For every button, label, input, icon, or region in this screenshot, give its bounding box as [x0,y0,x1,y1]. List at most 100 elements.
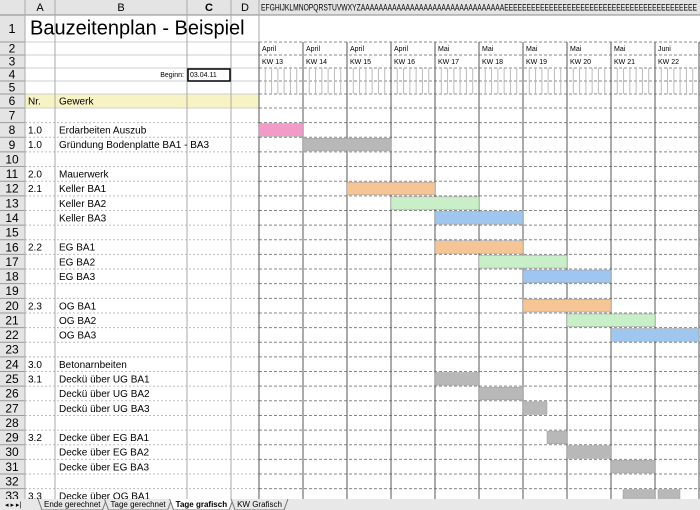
sheet-tab-label[interactable]: KW Grafisch [237,500,282,509]
column-header: A [36,2,44,14]
month-label: April [262,46,276,53]
column-header: C [205,2,213,14]
task-number: 2.2 [28,243,42,254]
gantt-bar [434,240,524,254]
row-number: 4 [9,68,16,82]
title: Bauzeitenplan - Beispiel [30,17,245,39]
month-label: April [306,46,320,53]
start-label: Beginn: [160,72,184,79]
sheet-tab[interactable]: Tage grafisch [169,498,234,510]
sheet-tab-label[interactable]: Ende gerechnet [44,500,101,509]
gantt-bar [522,401,548,415]
task-number: 3.2 [28,433,42,444]
month-label: Mai [614,46,626,53]
row-number: 20 [5,299,19,313]
column-letters: EFGHIJKLMNOPQRSTUVWXYZAAAAAAAAAAAAAAAAAA… [261,2,697,12]
header-fill [25,94,259,108]
row-number: 9 [9,138,16,152]
task-name: Gründung Bodenplatte BA1 - BA3 [59,140,210,151]
task-number: 1.0 [28,140,42,151]
row-number: 3 [9,55,16,69]
gantt-bar [390,196,480,210]
task-name: Decke über EG BA3 [59,462,149,473]
row-number: 5 [9,81,16,95]
gantt-bar [546,430,568,444]
row-number: 6 [9,94,16,108]
task-name: Keller BA2 [59,199,107,210]
gantt-bar [522,269,612,283]
task-number: 2.1 [28,184,42,195]
week-label: KW 14 [306,59,327,66]
tab-nav[interactable]: ◂ ▸ ▸| [5,502,21,509]
row-number: 30 [5,445,19,459]
row-number: 8 [9,123,16,137]
row-number: 1 [8,21,15,36]
sheet-tab-shape[interactable] [37,498,107,510]
column-header: B [117,2,124,14]
month-label: April [350,46,364,53]
gantt-bar [610,460,656,474]
week-label: KW 21 [614,59,635,66]
task-name: Keller BA3 [59,213,107,224]
task-name: OG BA3 [59,331,97,342]
task-name: Decke über EG BA2 [59,448,149,459]
row-number: 26 [5,387,19,401]
task-number: 2.0 [28,170,42,181]
row-header-bar [0,0,25,510]
row-number: 19 [5,284,19,298]
row-number: 11 [6,167,19,181]
gantt-bar [434,211,524,225]
week-label: KW 20 [570,59,591,66]
week-label: KW 19 [526,59,547,66]
sheet-tab[interactable]: KW Grafisch [230,498,289,510]
gantt-bars [258,123,700,503]
task-number: 1.0 [28,126,42,137]
task-name: Decke über OG BA1 [59,492,151,503]
sheet-tab-shape[interactable] [230,498,289,510]
month-label: Mai [526,46,538,53]
row-number: 21 [5,313,19,327]
gantt-bar [610,328,700,342]
row-number: 2 [9,42,16,56]
week-label: KW 13 [262,59,283,66]
month-label: April [394,46,408,53]
row-number: 10 [5,152,19,166]
task-number: 2.3 [28,301,42,312]
row-number: 25 [5,372,19,386]
sheet-tab[interactable]: Ende gerechnet [37,498,107,510]
week-label: KW 22 [658,59,679,66]
gantt-bar [434,372,480,386]
row-number: 16 [5,240,19,254]
task-name: Betonarnbeiten [59,360,127,371]
gantt-bar [258,123,304,137]
task-number: 3.3 [28,492,42,503]
task-name: Decke über EG BA1 [59,433,149,444]
sheet-tab-shape[interactable] [169,498,234,510]
row-number: 15 [5,226,19,240]
row-number: 24 [5,357,19,371]
row-number: 31 [5,460,19,474]
month-label: Mai [438,46,450,53]
row-number: 29 [5,431,19,445]
week-label: KW 16 [394,59,415,66]
gantt-bar [302,138,392,152]
sheet-tab[interactable]: Tage gerechnet [104,498,173,510]
row-number: 14 [5,211,19,225]
start-cell[interactable] [187,68,231,82]
week-label: KW 15 [350,59,371,66]
task-name: Gewerk [59,97,94,108]
task-name: Mauerwerk [59,170,109,181]
column-header: D [241,2,249,14]
task-name: EG BA3 [59,272,96,283]
sheet-tab-label[interactable]: Tage grafisch [176,500,228,509]
task-number: Nr. [28,97,41,108]
task-number: 3.1 [28,374,42,385]
sheet-tab-shape[interactable] [104,498,173,510]
task-name: Deckü über UG BA2 [59,389,150,400]
task-name: Keller BA1 [59,184,107,195]
task-name: EG BA1 [59,243,96,254]
start-value[interactable]: 03.04.11 [190,72,217,79]
sheet-tab-label[interactable]: Tage gerechnet [111,500,167,509]
task-name: EG BA2 [59,257,96,268]
